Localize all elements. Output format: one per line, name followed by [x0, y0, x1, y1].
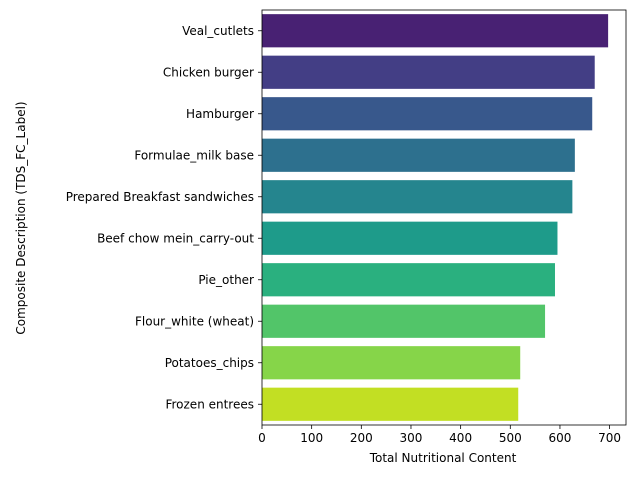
x-tick-label: 600 [549, 431, 572, 445]
bar-5 [262, 221, 558, 255]
bar-2 [262, 97, 593, 131]
category-label: Formulae_milk base [134, 148, 254, 162]
x-tick-label: 100 [300, 431, 323, 445]
bar-9 [262, 387, 519, 421]
bar-1 [262, 55, 595, 89]
x-tick-label: 500 [499, 431, 522, 445]
category-label: Frozen entrees [165, 397, 254, 411]
bar-8 [262, 346, 521, 380]
x-tick-label: 300 [400, 431, 423, 445]
bar-3 [262, 138, 575, 172]
x-tick-label: 200 [350, 431, 373, 445]
category-label: Veal_cutlets [182, 24, 254, 38]
category-label: Hamburger [186, 107, 254, 121]
x-tick-label: 400 [449, 431, 472, 445]
axes-layer: Veal_cutlets Chicken burger Hamburger Formu… [66, 9, 627, 445]
bar-4 [262, 180, 573, 214]
bar-7 [262, 304, 546, 338]
category-label: Prepared Breakfast sandwiches [66, 190, 254, 204]
x-tick-label: 700 [598, 431, 621, 445]
category-label: Pie_other [198, 273, 254, 287]
y-axis-label: Composite Description (TDS_FC_Label) [14, 101, 28, 334]
bars-layer [262, 14, 609, 421]
x-axis-label: Total Nutritional Content [369, 451, 517, 465]
plot-frame [261, 9, 627, 426]
bar-6 [262, 263, 555, 297]
category-label: Potatoes_chips [165, 356, 254, 370]
category-label: Chicken burger [163, 65, 254, 79]
category-label: Flour_white (wheat) [135, 314, 254, 328]
bar-0 [262, 14, 609, 48]
x-tick-label: 0 [258, 431, 266, 445]
category-label: Beef chow mein_carry-out [97, 231, 254, 245]
